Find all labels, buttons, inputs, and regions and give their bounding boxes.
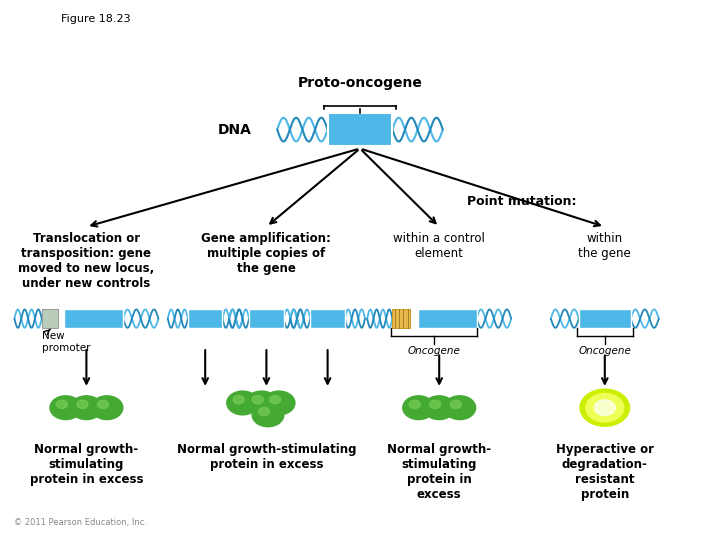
Bar [418, 309, 477, 328]
Circle shape [423, 396, 455, 420]
Circle shape [91, 396, 123, 420]
Text: Oncogene: Oncogene [408, 346, 461, 356]
Circle shape [233, 395, 244, 404]
Text: DNA: DNA [218, 123, 252, 137]
Bar [42, 309, 58, 328]
Text: © 2011 Pearson Education, Inc.: © 2011 Pearson Education, Inc. [14, 517, 148, 526]
Circle shape [258, 407, 269, 416]
Circle shape [586, 394, 624, 422]
Text: Gene amplification:
multiple copies of
the gene: Gene amplification: multiple copies of t… [202, 232, 331, 275]
Text: Normal growth-
stimulating
protein in excess: Normal growth- stimulating protein in ex… [30, 443, 143, 486]
Circle shape [269, 395, 281, 404]
Circle shape [227, 391, 258, 415]
Text: Oncogene: Oncogene [578, 346, 631, 356]
Circle shape [580, 389, 629, 426]
Circle shape [430, 400, 441, 409]
Text: Figure 18.23: Figure 18.23 [61, 14, 131, 24]
Text: Normal growth-stimulating
protein in excess: Normal growth-stimulating protein in exc… [176, 443, 356, 471]
Circle shape [402, 396, 434, 420]
Circle shape [264, 391, 295, 415]
Text: Translocation or
transposition: gene
moved to new locus,
under new controls: Translocation or transposition: gene mov… [18, 232, 155, 290]
Circle shape [252, 403, 284, 427]
Circle shape [50, 396, 81, 420]
Bar [64, 309, 123, 328]
Circle shape [56, 400, 68, 409]
Circle shape [71, 396, 102, 420]
Text: Point mutation:: Point mutation: [467, 195, 577, 208]
Bar [328, 113, 392, 146]
Circle shape [450, 400, 462, 409]
Bar [310, 309, 345, 328]
Bar [579, 309, 631, 328]
Bar [188, 309, 222, 328]
Circle shape [594, 400, 616, 416]
Text: New
promoter: New promoter [42, 331, 90, 353]
Circle shape [97, 400, 109, 409]
Circle shape [409, 400, 420, 409]
Bar [249, 309, 284, 328]
Text: Normal growth-
stimulating
protein in
excess: Normal growth- stimulating protein in ex… [387, 443, 491, 501]
Circle shape [444, 396, 476, 420]
Circle shape [252, 395, 264, 404]
Text: Hyperactive or
degradation-
resistant
protein: Hyperactive or degradation- resistant pr… [556, 443, 654, 501]
Text: Proto-oncogene: Proto-oncogene [297, 76, 423, 90]
Text: within a control
element: within a control element [393, 232, 485, 260]
Circle shape [77, 400, 88, 409]
Circle shape [246, 391, 277, 415]
Text: within
the gene: within the gene [578, 232, 631, 260]
Bar [392, 309, 410, 328]
